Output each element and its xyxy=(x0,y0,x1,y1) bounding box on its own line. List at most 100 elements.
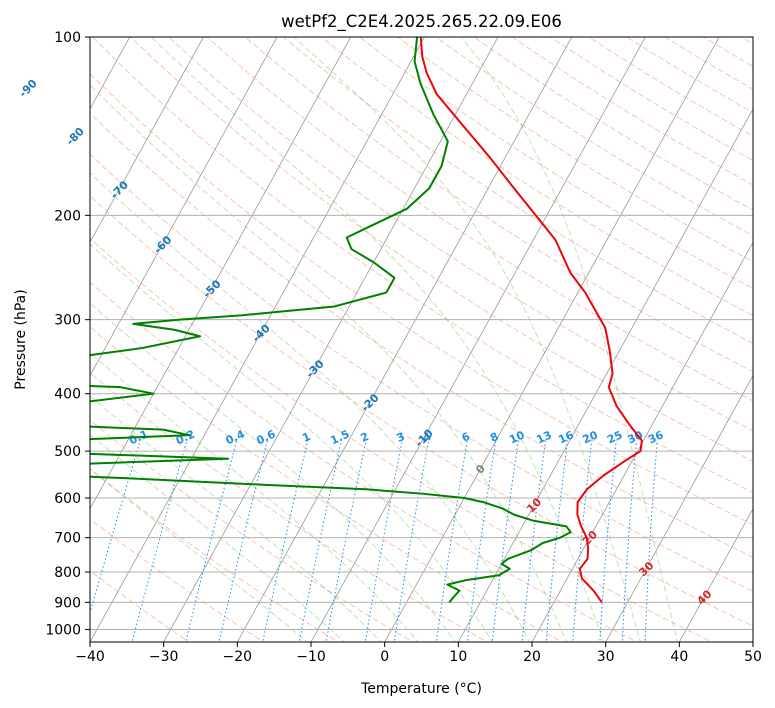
mixing-ratio-label: 10 xyxy=(507,428,527,446)
dry-adiabat-line xyxy=(587,37,753,137)
mixing-ratio-label: 20 xyxy=(581,428,601,446)
x-tick-label: −30 xyxy=(149,649,179,665)
dry-adiabat-line xyxy=(625,37,753,114)
x-tick-label: −40 xyxy=(75,649,105,665)
mixing-ratio-label: 1 xyxy=(300,430,312,445)
mixing-ratio-line xyxy=(325,440,367,642)
dry-adiabat-line xyxy=(91,37,753,494)
dry-adiabat-line xyxy=(740,37,753,45)
mixing-ratio-line xyxy=(262,440,309,642)
moist-adiabat-line xyxy=(90,395,382,642)
mixing-ratio-label: 30 xyxy=(626,428,646,446)
y-tick-label: 400 xyxy=(54,387,81,403)
x-tick-label: −20 xyxy=(223,649,253,665)
mixing-ratio-label: 36 xyxy=(646,428,666,446)
isotherm-label: -90 xyxy=(17,77,40,100)
y-tick-label: 500 xyxy=(54,444,81,460)
isotherm-line xyxy=(605,374,753,642)
isotherm-line xyxy=(90,37,352,510)
mixing-ratio-label: 25 xyxy=(605,428,624,446)
x-tick-label: 50 xyxy=(744,649,762,665)
dry-adiabat-line xyxy=(90,153,753,592)
dry-adiabat-line xyxy=(90,281,639,642)
mixing-ratio-line xyxy=(90,440,141,615)
moist-adiabat-line xyxy=(460,37,678,642)
moist-adiabat-line xyxy=(90,352,419,642)
moist-adiabat-line xyxy=(90,302,456,642)
isotherm-label: -40 xyxy=(250,322,273,345)
dry-adiabat-line xyxy=(90,419,414,642)
mixing-ratio-label: 2 xyxy=(359,430,371,445)
isotherm-line xyxy=(752,641,753,642)
dry-adiabat-line xyxy=(473,37,753,211)
dry-adiabat-line xyxy=(90,372,489,642)
moist-adiabat-line xyxy=(90,468,308,642)
mixing-ratio-label: 6 xyxy=(460,430,473,445)
mixing-ratio-label: 3 xyxy=(395,430,407,445)
x-tick-label: 10 xyxy=(449,649,467,665)
isotherm-label: 30 xyxy=(636,559,656,579)
mixing-ratio-label: 0.6 xyxy=(254,427,277,447)
y-tick-label: 300 xyxy=(54,313,81,329)
temperature-profile-line xyxy=(419,37,643,603)
mixing-ratio-line xyxy=(545,440,569,642)
isotherm-label: 0 xyxy=(473,462,488,477)
dry-adiabat-line xyxy=(282,37,753,345)
mixing-ratio-line xyxy=(521,440,547,642)
isotherm-line xyxy=(90,37,278,377)
mixing-ratio-label: 16 xyxy=(556,428,576,446)
mixing-ratio-line xyxy=(572,440,593,642)
isotherm-line xyxy=(0,24,63,645)
y-tick-label: 700 xyxy=(54,531,81,547)
mixing-ratio-label: 8 xyxy=(488,430,500,445)
y-tick-label: 200 xyxy=(54,208,81,224)
dry-adiabat-line xyxy=(90,112,753,559)
dry-adiabat-line xyxy=(130,37,753,462)
background-lines xyxy=(0,24,753,645)
x-axis: −40 −30 −20 −10 0 10 20 30 40 50 xyxy=(75,642,762,665)
dry-adiabat-line xyxy=(396,37,753,263)
isotherm-line xyxy=(678,507,753,642)
chart-title: wetPf2_C2E4.2025.265.22.09.E06 xyxy=(281,12,562,32)
mixing-ratio-label: 1.5 xyxy=(328,427,351,447)
mixing-ratio-line xyxy=(491,440,519,642)
dry-adiabat-line xyxy=(90,195,753,627)
moist-adiabat-line xyxy=(293,37,641,642)
y-tick-label: 900 xyxy=(54,595,81,611)
dry-adiabat-line xyxy=(663,37,753,90)
mixing-ratio-line xyxy=(364,440,403,642)
isotherm-line xyxy=(457,108,753,642)
isotherm-label: -70 xyxy=(108,178,131,201)
mixing-ratio-line xyxy=(131,440,188,642)
moist-adiabat-line xyxy=(151,37,605,642)
mixing-ratio-line xyxy=(218,440,268,642)
dry-adiabat-line xyxy=(90,326,564,642)
profiles xyxy=(90,37,643,603)
mixing-ratio-label: 0.4 xyxy=(224,427,247,447)
mixing-ratio-labels: 0.10.20.40.611.52346810131620253036-100-… xyxy=(17,77,715,608)
dry-adiabat-line xyxy=(549,37,753,161)
y-axis: 100 200 300 400 500 600 700 800 900 1000 xyxy=(45,30,90,638)
mixing-ratio-line xyxy=(621,440,638,642)
moist-adiabat-line xyxy=(90,84,568,642)
dry-adiabat-line xyxy=(168,37,753,432)
dry-adiabat-line xyxy=(206,37,753,402)
mixing-ratio-line xyxy=(298,440,342,642)
dry-adiabat-line xyxy=(702,37,753,67)
y-tick-label: 800 xyxy=(54,565,81,581)
dry-adiabat-line xyxy=(90,72,753,526)
mixing-ratio-line xyxy=(644,440,658,642)
mixing-ratio-label: 13 xyxy=(534,428,553,446)
dry-adiabat-line xyxy=(511,37,753,186)
x-axis-label: Temperature (°C) xyxy=(360,681,482,697)
dry-adiabat-line xyxy=(435,37,753,237)
isotherm-label: 40 xyxy=(694,587,714,607)
y-axis-label: Pressure (hPa) xyxy=(13,289,29,389)
mixing-ratio-line xyxy=(467,440,497,642)
isotherm-label: -80 xyxy=(64,125,87,148)
x-tick-label: 30 xyxy=(597,649,615,665)
x-tick-label: −10 xyxy=(296,649,326,665)
x-tick-label: 20 xyxy=(523,649,541,665)
isotherm-line xyxy=(163,37,499,642)
